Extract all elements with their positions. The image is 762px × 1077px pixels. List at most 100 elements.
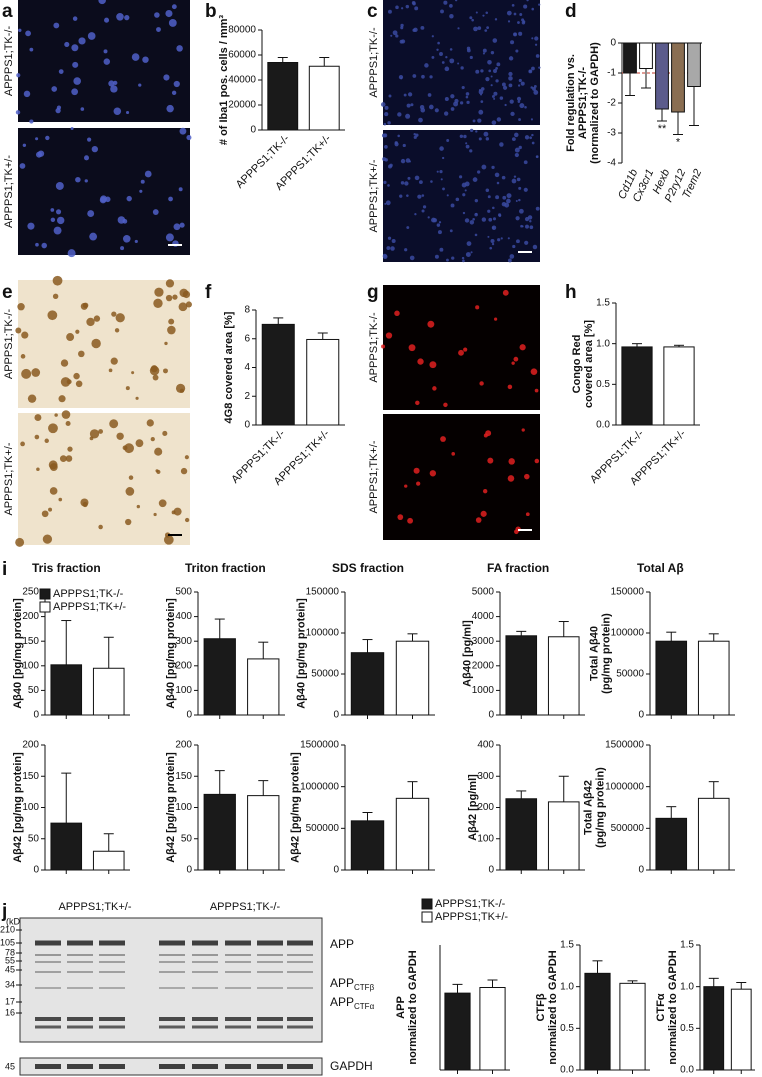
micrograph-feature <box>507 384 513 390</box>
blot-band <box>159 987 185 989</box>
blot-band <box>67 954 93 956</box>
micrograph-feature <box>47 310 58 321</box>
micrograph-feature <box>429 470 437 477</box>
blot-band <box>99 1064 125 1069</box>
micrograph-feature <box>487 195 491 199</box>
micrograph-feature <box>386 246 391 250</box>
micrograph-feature <box>472 177 478 183</box>
micrograph-feature <box>517 21 520 24</box>
blot-band <box>99 954 125 956</box>
blot-band <box>192 1064 218 1069</box>
micrograph-feature <box>116 13 124 21</box>
y-axis-label: Aβ42 [pg/mg protein] <box>165 752 177 863</box>
y-tick-label: 0 <box>250 125 256 136</box>
micrograph-feature <box>172 294 178 300</box>
micrograph-feature <box>443 402 448 408</box>
micrograph-feature <box>464 189 467 192</box>
bar <box>730 988 752 1071</box>
micrograph-feature <box>387 236 392 240</box>
micrograph-feature <box>446 258 449 262</box>
micrograph-feature <box>58 497 63 502</box>
y-tick-label: 0.0 <box>596 420 610 431</box>
blot-band <box>159 940 185 946</box>
bar <box>697 797 730 871</box>
micrograph-feature <box>73 77 81 85</box>
micrograph-feature <box>471 18 474 22</box>
micrograph-feature <box>108 80 115 87</box>
band-name: APP <box>330 937 354 951</box>
micrograph-feature <box>412 74 417 78</box>
blot-band <box>99 987 125 989</box>
micrograph-feature <box>515 199 518 202</box>
micrograph-feature <box>173 507 182 516</box>
y-tick-label: 0 <box>186 710 192 721</box>
micrograph-feature <box>432 386 437 391</box>
micrograph-feature <box>453 101 459 107</box>
bar <box>687 42 701 87</box>
bar <box>655 640 688 716</box>
micrograph-feature <box>488 217 493 222</box>
y-axis-label: # of Iba1 pos. cells / mm³ <box>218 15 230 146</box>
micrograph-feature <box>514 132 519 138</box>
micrograph-feature <box>406 194 409 197</box>
micrograph-feature <box>461 85 465 90</box>
micrograph <box>383 0 540 125</box>
micrograph-feature <box>171 90 177 96</box>
micrograph-feature <box>531 141 535 145</box>
micrograph-feature <box>434 108 439 113</box>
micrograph-feature <box>493 69 497 73</box>
micrograph-feature <box>469 16 473 20</box>
micrograph-feature <box>496 62 501 67</box>
micrograph-feature <box>424 63 429 68</box>
micrograph-feature <box>48 507 53 512</box>
micrograph-feature <box>427 93 432 97</box>
micrograph-feature <box>52 275 63 286</box>
micrograph-feature <box>439 170 443 174</box>
band-label: GAPDH <box>330 1059 373 1073</box>
legend-swatch <box>421 898 433 910</box>
micrograph-feature <box>164 341 168 346</box>
micrograph-feature <box>480 69 484 73</box>
y-axis-label: Aβ40 [pg/mg protein] <box>165 598 177 709</box>
blot-band <box>257 954 283 956</box>
micrograph-feature <box>492 217 496 221</box>
micrograph-feature <box>103 58 111 65</box>
micrograph-feature <box>439 52 443 56</box>
y-tick-label: 400 <box>477 740 494 751</box>
micrograph-feature <box>149 365 160 376</box>
y-tick-label: 1.5 <box>596 298 610 309</box>
y-tick-label: 0 <box>638 865 644 876</box>
y-tick-label: 200 <box>175 740 192 751</box>
micrograph-feature <box>465 95 469 99</box>
panel-letter: d <box>565 1 577 22</box>
micrograph <box>383 414 540 540</box>
bar <box>619 982 646 1071</box>
micrograph-feature <box>489 246 493 250</box>
y-tick-label: 0 <box>488 865 494 876</box>
y-tick-label: 0 <box>638 710 644 721</box>
micrograph-feature <box>142 56 149 63</box>
micrograph-feature <box>532 244 538 250</box>
micrograph-feature <box>93 315 101 322</box>
micrograph-feature <box>524 135 530 140</box>
y-tick-label: 0.0 <box>680 1065 694 1076</box>
micrograph-feature <box>535 206 540 211</box>
micrograph-feature <box>384 202 387 205</box>
micrograph-feature <box>449 13 454 19</box>
micrograph-feature <box>480 510 487 517</box>
micrograph <box>18 413 190 545</box>
blot-band <box>67 1025 93 1029</box>
micrograph-feature <box>73 372 80 380</box>
micrograph-feature <box>511 361 515 365</box>
marker-label: 34 <box>5 979 15 989</box>
micrograph-feature <box>15 110 21 115</box>
micrograph-feature <box>48 423 58 434</box>
micrograph-feature <box>485 11 489 15</box>
blot-band <box>225 1064 251 1069</box>
micrograph-feature <box>114 328 120 333</box>
micrograph-feature <box>519 13 523 16</box>
y-tick-label: 1.0 <box>680 981 694 992</box>
y-axis-label: Aβ42 [pg/ml] <box>467 774 479 841</box>
micrograph-feature <box>165 279 175 288</box>
micrograph-feature <box>534 458 540 464</box>
